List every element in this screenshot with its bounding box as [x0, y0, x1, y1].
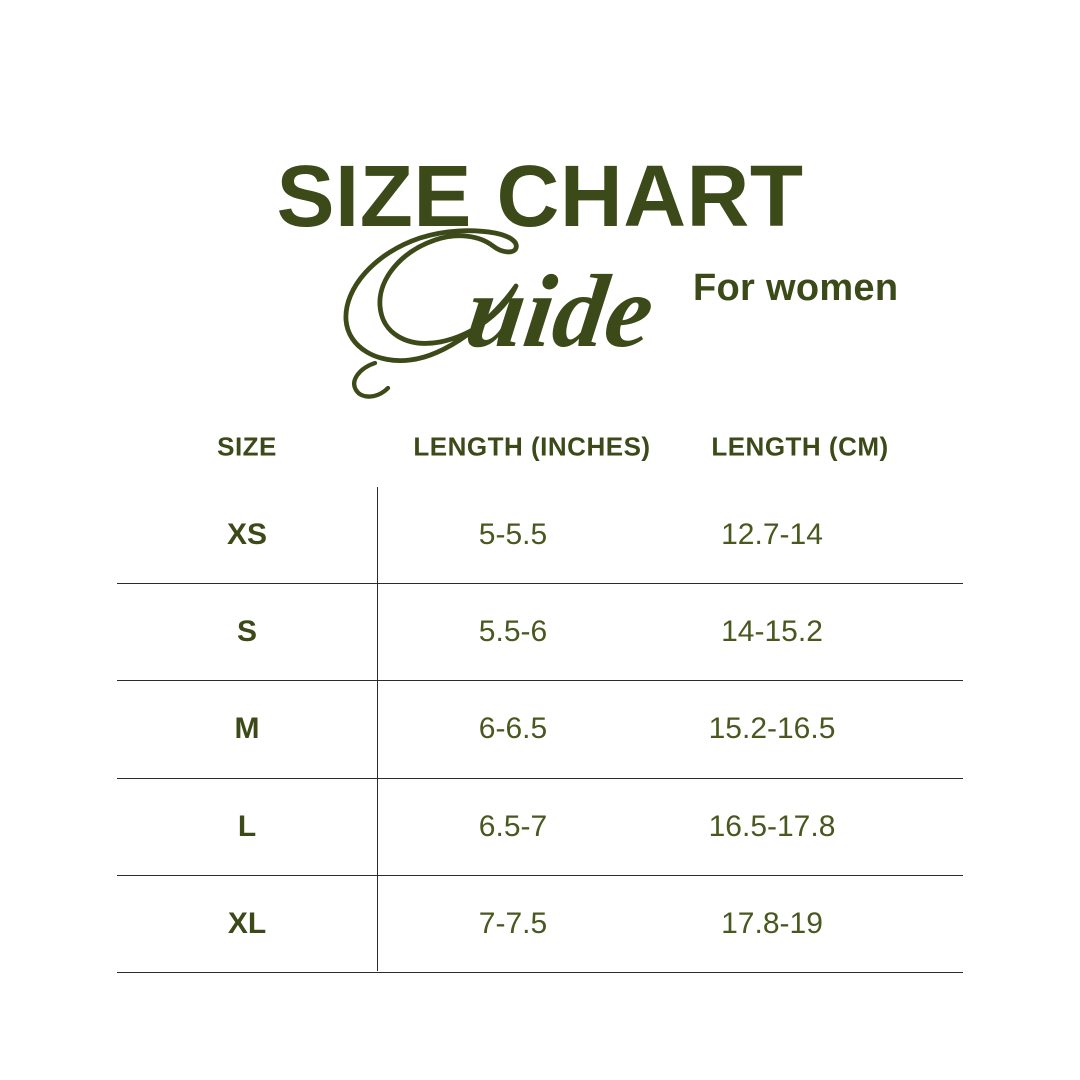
svg-text:uide: uide: [460, 253, 661, 368]
